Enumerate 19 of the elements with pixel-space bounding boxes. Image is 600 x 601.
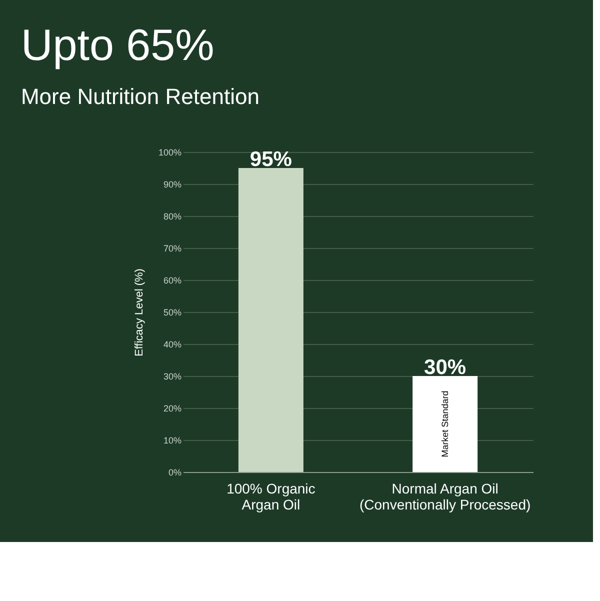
y-tick-label: 20% [163, 404, 182, 414]
y-tick-label: 60% [163, 276, 182, 286]
y-tick-label: 90% [163, 180, 182, 190]
y-tick-label: 80% [163, 212, 182, 222]
chart-subtitle: More Nutrition Retention [20, 84, 260, 109]
x-tick-label: 100% Organic Argan Oil [226, 480, 316, 512]
y-tick-label: 40% [163, 340, 182, 350]
y-tick-label: 30% [163, 372, 182, 382]
y-tick-label: 70% [163, 244, 182, 254]
x-tick-label: Normal Argan Oil (Conventionally Processed) [359, 480, 531, 512]
y-tick-label: 100% [158, 148, 182, 158]
chart-title: Upto 65% [20, 21, 214, 70]
annotation: Market Standard [440, 390, 450, 458]
y-tick-label: 10% [163, 436, 182, 446]
data-label: 95% [250, 148, 292, 171]
y-axis-title: Efficacy Level (%) [133, 268, 146, 356]
data-label: 30% [424, 356, 466, 379]
y-tick-label: 50% [163, 308, 182, 318]
y-tick-label: 0% [168, 468, 182, 478]
